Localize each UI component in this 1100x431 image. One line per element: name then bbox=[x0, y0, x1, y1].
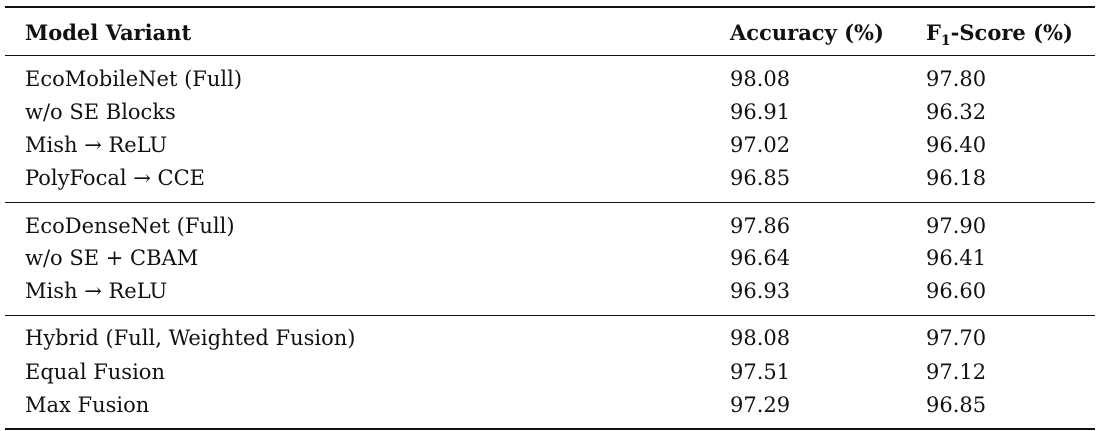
table-row: w/o SE + CBAM 96.64 96.41 bbox=[0, 242, 1100, 275]
model-variant-cell: w/o SE Blocks bbox=[25, 100, 176, 124]
accuracy-cell: 97.51 bbox=[730, 360, 791, 384]
accuracy-cell: 97.29 bbox=[730, 393, 791, 417]
accuracy-cell: 98.08 bbox=[730, 326, 791, 350]
accuracy-cell: 97.86 bbox=[730, 214, 791, 238]
accuracy-cell: 96.85 bbox=[730, 166, 791, 190]
f1-score-cell: 96.60 bbox=[926, 279, 987, 303]
header-rule bbox=[5, 55, 1095, 56]
f1-score-cell: 96.41 bbox=[926, 246, 987, 270]
table-row: EcoMobileNet (Full) 98.08 97.80 bbox=[0, 63, 1100, 96]
f1-score-cell: 97.90 bbox=[926, 214, 987, 238]
table-row: Hybrid (Full, Weighted Fusion) 98.08 97.70 bbox=[0, 322, 1100, 355]
header-f1-score: F1-Score (%) bbox=[926, 16, 1073, 49]
model-variant-cell: PolyFocal → CCE bbox=[25, 166, 205, 190]
table-row: Mish → ReLU 96.93 96.60 bbox=[0, 275, 1100, 308]
model-variant-cell: EcoDenseNet (Full) bbox=[25, 214, 235, 238]
f1-score-cell: 96.18 bbox=[926, 166, 987, 190]
f1-score-cell: 97.80 bbox=[926, 67, 987, 91]
model-variant-cell: Equal Fusion bbox=[25, 360, 165, 384]
header-accuracy: Accuracy (%) bbox=[730, 20, 884, 45]
accuracy-cell: 96.93 bbox=[730, 279, 791, 303]
f1-score-cell: 96.85 bbox=[926, 393, 987, 417]
header-f1-f: F bbox=[926, 20, 941, 45]
model-variant-cell: Hybrid (Full, Weighted Fusion) bbox=[25, 326, 356, 350]
accuracy-cell: 96.91 bbox=[730, 100, 791, 124]
accuracy-cell: 96.64 bbox=[730, 246, 791, 270]
model-variant-cell: Mish → ReLU bbox=[25, 133, 168, 157]
table-row: Equal Fusion 97.51 97.12 bbox=[0, 356, 1100, 389]
group-rule-2 bbox=[5, 315, 1095, 316]
model-variant-cell: Mish → ReLU bbox=[25, 279, 168, 303]
model-variant-cell: Max Fusion bbox=[25, 393, 150, 417]
header-model-variant: Model Variant bbox=[25, 20, 192, 45]
accuracy-cell: 97.02 bbox=[730, 133, 791, 157]
table-row: w/o SE Blocks 96.91 96.32 bbox=[0, 96, 1100, 129]
model-variant-cell: w/o SE + CBAM bbox=[25, 246, 199, 270]
table-row: Mish → ReLU 97.02 96.40 bbox=[0, 129, 1100, 162]
f1-score-cell: 96.32 bbox=[926, 100, 987, 124]
header-f1-sub: 1 bbox=[940, 33, 951, 50]
bottom-rule bbox=[5, 428, 1095, 430]
table-row: EcoDenseNet (Full) 97.86 97.90 bbox=[0, 210, 1100, 243]
accuracy-cell: 98.08 bbox=[730, 67, 791, 91]
header-f1-rest: -Score (%) bbox=[950, 20, 1073, 45]
f1-score-cell: 97.12 bbox=[926, 360, 987, 384]
group-rule-1 bbox=[5, 202, 1095, 203]
header-row: Model Variant Accuracy (%) F1-Score (%) bbox=[0, 16, 1100, 49]
table-row: PolyFocal → CCE 96.85 96.18 bbox=[0, 162, 1100, 195]
top-rule bbox=[5, 6, 1095, 8]
f1-score-cell: 96.40 bbox=[926, 133, 987, 157]
model-variant-cell: EcoMobileNet (Full) bbox=[25, 67, 243, 91]
f1-score-cell: 97.70 bbox=[926, 326, 987, 350]
table-row: Max Fusion 97.29 96.85 bbox=[0, 389, 1100, 422]
